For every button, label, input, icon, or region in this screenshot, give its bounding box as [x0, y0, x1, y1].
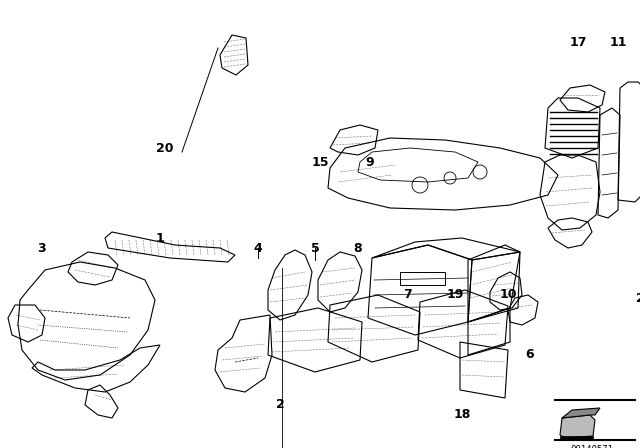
Text: 11: 11: [609, 35, 627, 48]
Polygon shape: [560, 436, 593, 440]
Text: 5: 5: [310, 241, 319, 254]
Text: 15: 15: [311, 155, 329, 168]
Text: 4: 4: [253, 241, 262, 254]
Text: 18: 18: [453, 409, 470, 422]
Text: 9: 9: [365, 155, 374, 168]
Text: 20: 20: [156, 142, 173, 155]
Text: 1: 1: [156, 232, 164, 245]
Text: 3: 3: [38, 241, 46, 254]
Text: 7: 7: [404, 289, 412, 302]
Text: 8: 8: [354, 241, 362, 254]
Polygon shape: [560, 415, 595, 438]
Polygon shape: [562, 408, 600, 418]
Text: 00140571: 00140571: [570, 445, 614, 448]
Text: 10: 10: [499, 289, 516, 302]
Text: 6: 6: [525, 349, 534, 362]
Text: 19: 19: [446, 289, 464, 302]
Text: 2: 2: [276, 399, 284, 412]
Text: 21: 21: [636, 292, 640, 305]
Text: 17: 17: [569, 35, 587, 48]
